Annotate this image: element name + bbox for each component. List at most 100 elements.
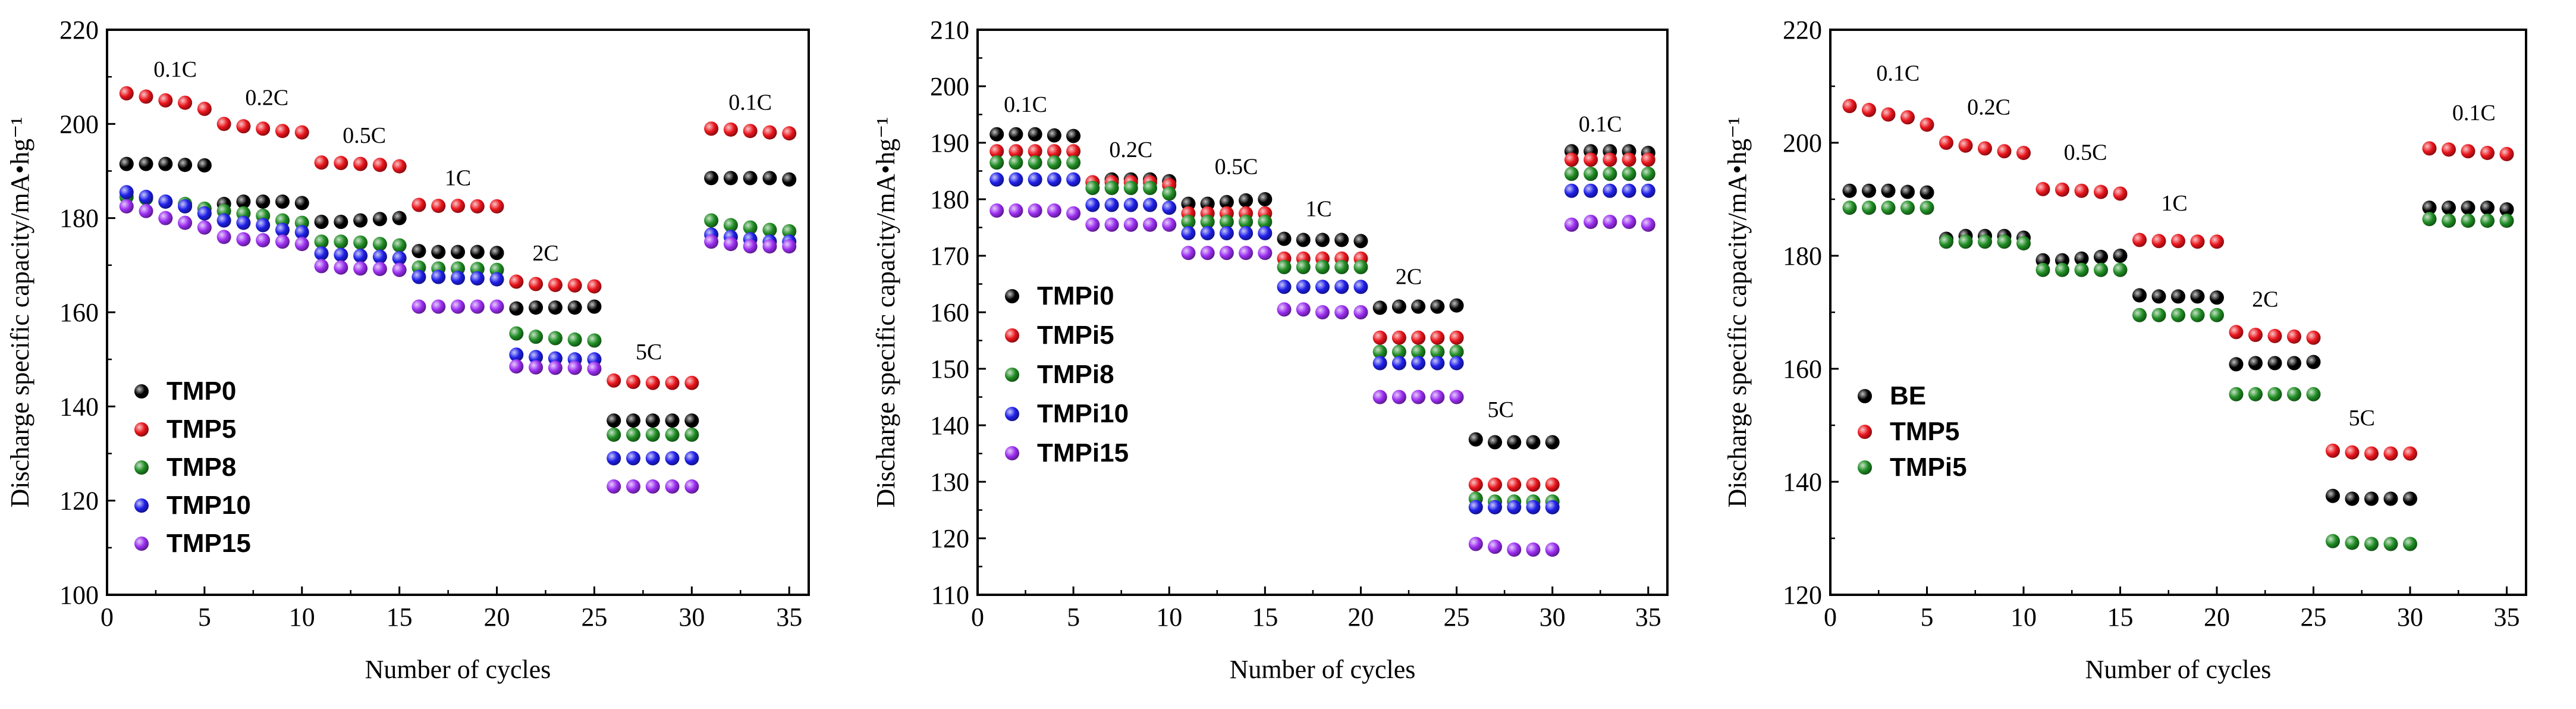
legend-label: TMPi5 bbox=[1890, 453, 1967, 482]
data-point bbox=[723, 218, 738, 233]
data-point bbox=[451, 299, 465, 314]
data-point bbox=[1143, 197, 1157, 212]
data-point bbox=[587, 362, 602, 376]
data-point bbox=[1258, 246, 1273, 261]
y-tick-label: 180 bbox=[1783, 241, 1822, 271]
y-tick-label: 180 bbox=[930, 185, 969, 214]
data-point bbox=[782, 239, 797, 254]
legend-label: TMP5 bbox=[167, 415, 236, 444]
data-point bbox=[665, 451, 680, 466]
y-tick-label: 120 bbox=[930, 524, 969, 553]
data-point bbox=[723, 122, 738, 137]
data-point bbox=[2190, 308, 2205, 322]
data-point bbox=[743, 239, 758, 254]
data-point bbox=[1622, 215, 1636, 229]
data-point bbox=[567, 300, 582, 315]
data-point bbox=[2267, 356, 2282, 371]
data-point bbox=[1564, 167, 1579, 181]
rate-annotation: 0.5C bbox=[2064, 140, 2107, 165]
data-point bbox=[548, 360, 563, 375]
data-point bbox=[451, 244, 465, 259]
data-point bbox=[1641, 217, 1655, 232]
x-axis-label: Number of cycles bbox=[365, 655, 551, 684]
legend-marker bbox=[1005, 289, 1019, 303]
data-point bbox=[197, 158, 212, 172]
data-point bbox=[2345, 445, 2360, 460]
y-axis-label: Discharge specific capacity/mA•hg⁻¹ bbox=[5, 117, 34, 508]
data-point bbox=[2094, 184, 2108, 199]
data-point bbox=[314, 155, 329, 170]
x-tick-label: 10 bbox=[2010, 603, 2037, 632]
data-point bbox=[334, 215, 348, 229]
data-point bbox=[178, 95, 193, 110]
data-point bbox=[607, 479, 621, 494]
data-point bbox=[1411, 390, 1426, 404]
x-tick-label: 10 bbox=[289, 603, 315, 632]
data-point bbox=[158, 194, 173, 209]
data-point bbox=[2461, 144, 2476, 159]
data-point bbox=[1219, 246, 1234, 261]
chart-panel-2: 0 5 10 15 20 25 30 35 110 120 130 140 150 160 170 180 19… bbox=[859, 0, 1717, 709]
data-point bbox=[1430, 330, 1445, 345]
data-point bbox=[1391, 344, 1406, 359]
data-point bbox=[1545, 500, 1560, 515]
chart-panel-1: 0 5 10 15 20 25 30 35 100 120 140 160 180 200 220 Numbe… bbox=[0, 0, 859, 709]
data-point bbox=[1104, 181, 1119, 195]
data-point bbox=[294, 225, 309, 240]
data-point bbox=[1468, 432, 1483, 447]
data-point bbox=[989, 144, 1004, 159]
data-point bbox=[782, 172, 797, 187]
data-point bbox=[1881, 183, 1896, 198]
data-point bbox=[236, 119, 251, 134]
rate-annotation: 5C bbox=[1487, 397, 1513, 422]
data-point bbox=[1104, 197, 1119, 212]
data-point bbox=[1411, 330, 1426, 345]
x-tick-label: 0 bbox=[1824, 603, 1837, 632]
data-point bbox=[451, 271, 465, 286]
data-point bbox=[567, 278, 582, 293]
legend-marker bbox=[134, 384, 149, 399]
data-point bbox=[2210, 290, 2224, 305]
data-point bbox=[197, 102, 212, 116]
data-point bbox=[451, 199, 465, 214]
rate-annotation: 0.1C bbox=[1004, 92, 1047, 117]
data-point bbox=[684, 479, 699, 494]
rate-annotation: 5C bbox=[2349, 406, 2375, 431]
data-point bbox=[2016, 236, 2031, 251]
data-point bbox=[529, 300, 544, 315]
x-tick-label: 35 bbox=[1635, 603, 1661, 632]
x-tick-label: 5 bbox=[1921, 603, 1934, 632]
data-point bbox=[762, 222, 777, 237]
data-point bbox=[509, 359, 524, 374]
data-point bbox=[1028, 155, 1042, 170]
data-point bbox=[1564, 217, 1579, 232]
data-point bbox=[645, 427, 660, 442]
x-tick-label: 10 bbox=[1156, 603, 1182, 632]
data-point bbox=[431, 244, 446, 259]
y-tick-label: 220 bbox=[59, 15, 99, 45]
y-tick-label: 190 bbox=[930, 128, 969, 158]
legend-label: TMPi8 bbox=[1037, 360, 1114, 389]
data-point bbox=[1315, 280, 1330, 294]
data-point bbox=[275, 124, 290, 139]
data-point bbox=[2364, 446, 2379, 461]
data-point bbox=[1353, 280, 1368, 294]
data-point bbox=[1881, 107, 1896, 122]
data-point bbox=[1200, 215, 1215, 229]
x-tick-label: 0 bbox=[971, 603, 984, 632]
data-point bbox=[704, 234, 719, 249]
data-point bbox=[1258, 215, 1273, 229]
data-point bbox=[2267, 387, 2282, 401]
data-point bbox=[1315, 305, 1330, 319]
data-point bbox=[1488, 500, 1502, 515]
data-point bbox=[431, 269, 446, 284]
series-TMPi5 bbox=[989, 144, 1655, 492]
data-point bbox=[2055, 262, 2069, 277]
data-point bbox=[334, 156, 348, 171]
data-point bbox=[645, 479, 660, 494]
y-tick-label: 130 bbox=[930, 468, 969, 497]
data-point bbox=[1066, 155, 1081, 170]
x-tick-label: 20 bbox=[484, 603, 510, 632]
data-point bbox=[1622, 183, 1636, 198]
data-point bbox=[509, 274, 524, 289]
